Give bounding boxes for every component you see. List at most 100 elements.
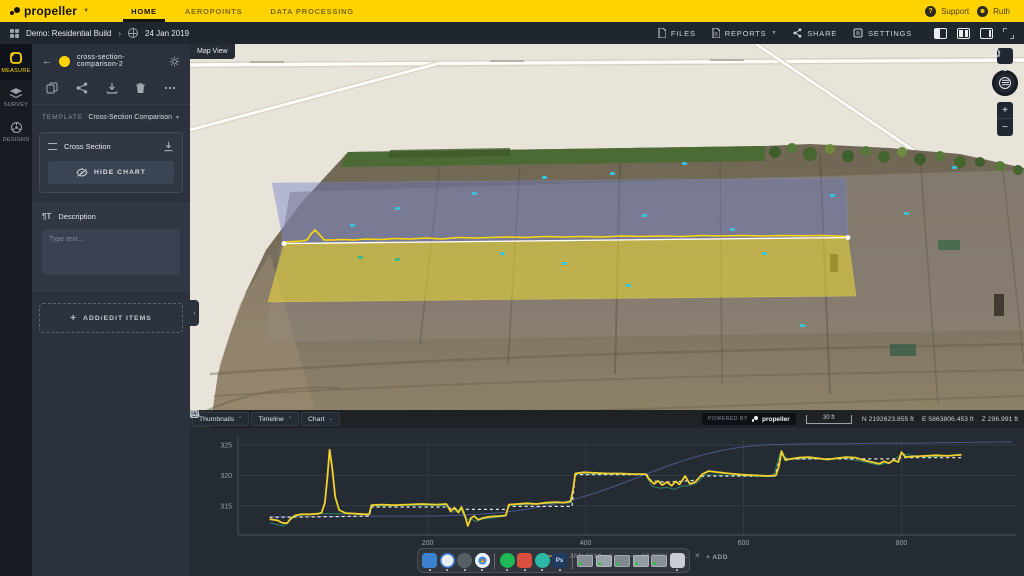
cross-section-handle-end[interactable] [845, 235, 851, 240]
dock-icon-red-app[interactable] [517, 553, 532, 571]
map-annotation-marker[interactable] [626, 284, 631, 287]
dock-icon-window-5[interactable] [651, 554, 667, 567]
propeller-logo[interactable]: propeller ▼ [10, 4, 89, 18]
layout-left-panel-icon[interactable] [934, 27, 947, 39]
map-annotation-marker[interactable] [904, 212, 909, 215]
rail-item-designs[interactable]: DESIGNS [0, 114, 32, 149]
map-canvas[interactable] [190, 44, 1024, 428]
series-12-nov-201- [269, 441, 1013, 518]
map-compass-control[interactable] [992, 68, 1018, 96]
map-annotation-marker[interactable] [500, 252, 505, 255]
svg-text:200: 200 [422, 540, 434, 547]
gear-icon[interactable] [169, 56, 180, 67]
map-annotation-marker[interactable] [542, 176, 547, 179]
map-annotation-marker[interactable] [730, 228, 735, 231]
map-annotation-marker[interactable] [800, 324, 805, 327]
tab-aeropoints[interactable]: AEROPOINTS [184, 6, 243, 16]
description-input[interactable] [42, 229, 180, 275]
thumbnails-tab[interactable]: Thumbnails ⌃ [190, 410, 250, 426]
cross-section-overlay[interactable] [267, 177, 857, 303]
back-arrow-icon[interactable]: ← [42, 55, 52, 67]
map-annotation-marker[interactable] [952, 166, 957, 169]
dock-icon-safari[interactable] [439, 553, 455, 571]
drag-handle-icon[interactable] [48, 143, 57, 150]
files-button[interactable]: FILES [658, 28, 696, 38]
timeline-tab[interactable]: Timeline ⌃ [190, 410, 299, 426]
survey-date[interactable]: 24 Jan 2019 [145, 28, 190, 38]
apps-grid-icon[interactable] [10, 28, 19, 38]
dock-icon-window-2[interactable] [595, 554, 612, 567]
support-button[interactable]: ? Support [925, 5, 969, 17]
map-annotation-marker[interactable] [830, 194, 835, 197]
map-controls: + − [992, 48, 1018, 136]
map-annotation-marker[interactable] [350, 224, 355, 227]
map-annotation-marker[interactable] [472, 192, 477, 195]
measurement-color-dot[interactable] [59, 55, 70, 67]
trash-icon[interactable] [135, 82, 146, 94]
map-annotation-marker[interactable] [395, 258, 400, 261]
dock-icon-trash[interactable] [669, 553, 685, 571]
duplicate-icon[interactable] [46, 82, 58, 94]
chevron-down-icon: ▼ [83, 8, 90, 14]
cross-section-handle-start[interactable] [281, 241, 287, 246]
measurement-panel: ← cross-section-comparison-2 TEMPLATE Cr… [32, 44, 190, 576]
dock-icon-spotify[interactable] [499, 553, 515, 571]
share-icon [793, 28, 802, 38]
tab-data-processing[interactable]: DATA PROCESSING [270, 6, 354, 16]
elevation-chart[interactable]: 315 320 325 200 400 600 800 [190, 428, 1024, 548]
cross-section-lower-band[interactable] [267, 237, 857, 303]
map-zoom-control: + − [997, 102, 1013, 136]
template-dropdown[interactable]: Cross-Section Comparison ▼ [88, 114, 180, 121]
add-edit-items-button[interactable]: + ADD/EDIT ITEMS [39, 303, 183, 333]
rail-item-survey[interactable]: SURVEY [0, 80, 32, 114]
map-viewport[interactable]: Map View + − Thumbnails ⌃ T [190, 44, 1024, 428]
chevron-down-icon: ▼ [771, 30, 778, 36]
map-annotation-marker[interactable] [762, 252, 767, 255]
dock-icon-window-1[interactable] [577, 554, 593, 567]
map-annotation-marker[interactable] [395, 207, 400, 210]
reports-button[interactable]: REPORTS ▼ [712, 28, 777, 38]
dock-icon-window-3[interactable] [614, 554, 630, 567]
map-view-tab[interactable]: Map View [190, 44, 235, 59]
cross-section-line[interactable] [283, 236, 849, 245]
map-home-button[interactable] [992, 48, 1013, 64]
panel-collapse-handle[interactable]: ‹ [190, 300, 199, 326]
share-icon[interactable] [76, 82, 88, 94]
remove-chip-icon[interactable]: ✕ [694, 553, 701, 560]
zoom-in-button[interactable]: + [997, 102, 1013, 119]
hide-chart-button[interactable]: HIDE CHART [48, 161, 174, 184]
user-menu[interactable]: ☻ Ruth [977, 5, 1010, 17]
map-annotation-marker[interactable] [682, 162, 687, 165]
dock-icon-gray-app[interactable] [457, 553, 472, 571]
download-icon[interactable] [163, 141, 174, 152]
map-annotation-marker[interactable] [562, 262, 567, 265]
cross-section-profile-trace [283, 228, 849, 243]
dock-icon-window-4[interactable] [632, 554, 649, 567]
rail-item-measure[interactable]: MEASURE [0, 44, 32, 80]
map-annotation-marker[interactable] [642, 214, 647, 217]
chart-tab[interactable]: Chart ⌄ [190, 410, 340, 426]
measure-icon [10, 52, 22, 64]
dock-icon-finder[interactable] [422, 553, 437, 571]
coord-northing: N 2192623.855 ft [861, 415, 914, 423]
fullscreen-icon[interactable] [1003, 27, 1014, 39]
dock-icon-adobe-ps[interactable]: Ps [552, 553, 567, 571]
settings-button[interactable]: SETTINGS [853, 28, 912, 38]
dock-icon-chrome[interactable] [474, 553, 490, 571]
zoom-out-button[interactable]: − [1002, 122, 1008, 133]
layout-split-view-icon[interactable] [957, 27, 970, 39]
propeller-mark-icon [751, 416, 758, 422]
share-button[interactable]: SHARE [793, 28, 837, 38]
map-annotation-marker[interactable] [610, 172, 615, 175]
more-options-icon[interactable] [164, 82, 176, 94]
cross-section-upper-band[interactable] [271, 177, 849, 245]
add-survey-button[interactable]: + ADD [706, 554, 728, 561]
site-name[interactable]: Demo: Residential Build [26, 28, 112, 38]
tab-home[interactable]: HOME [117, 0, 171, 22]
dock-icon-teal-app[interactable] [534, 553, 550, 571]
layout-right-panel-icon[interactable] [980, 27, 993, 39]
download-icon[interactable] [106, 82, 118, 94]
map-annotation-marker[interactable] [358, 256, 363, 259]
measurement-title[interactable]: cross-section-comparison-2 [77, 54, 125, 68]
survey-layers-icon [9, 88, 23, 99]
